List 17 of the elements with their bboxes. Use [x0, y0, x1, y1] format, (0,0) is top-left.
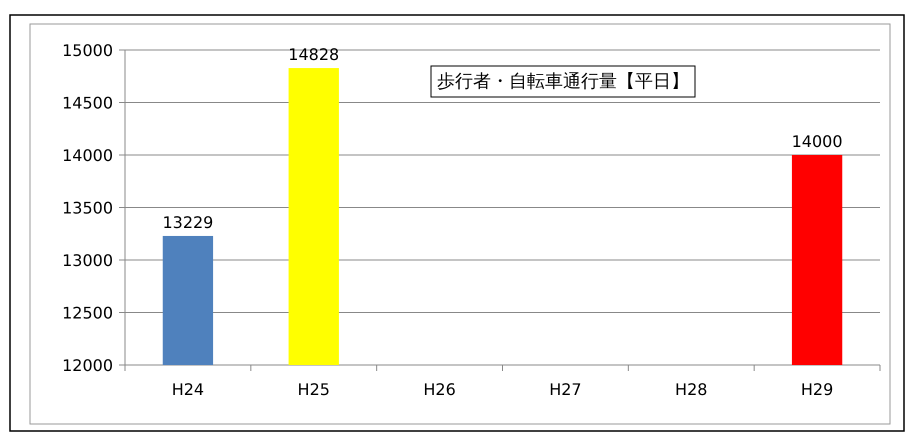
y-tick-label: 13500 — [62, 198, 113, 218]
x-tick-label: H24 — [172, 380, 204, 399]
data-label: 14000 — [792, 132, 843, 151]
x-tick-label: H27 — [549, 380, 582, 399]
data-label: 13229 — [162, 212, 214, 232]
x-tick-label: H25 — [298, 380, 330, 399]
y-tick-label: 14500 — [62, 94, 113, 112]
x-tick-label: H28 — [675, 380, 708, 399]
y-tick-label: 12000 — [62, 356, 113, 375]
y-tick-label: 14000 — [62, 146, 113, 165]
y-tick-label: 13000 — [62, 251, 113, 270]
text: 歩行者・自転車通行量【平日】 — [437, 71, 689, 92]
data-label: 14828 — [288, 45, 340, 64]
x-tick-label: H26 — [423, 380, 456, 399]
x-tick-label: H29 — [800, 380, 834, 399]
y-tick-label: 12500 — [62, 304, 113, 322]
y-tick-label: 15000 — [62, 41, 113, 60]
